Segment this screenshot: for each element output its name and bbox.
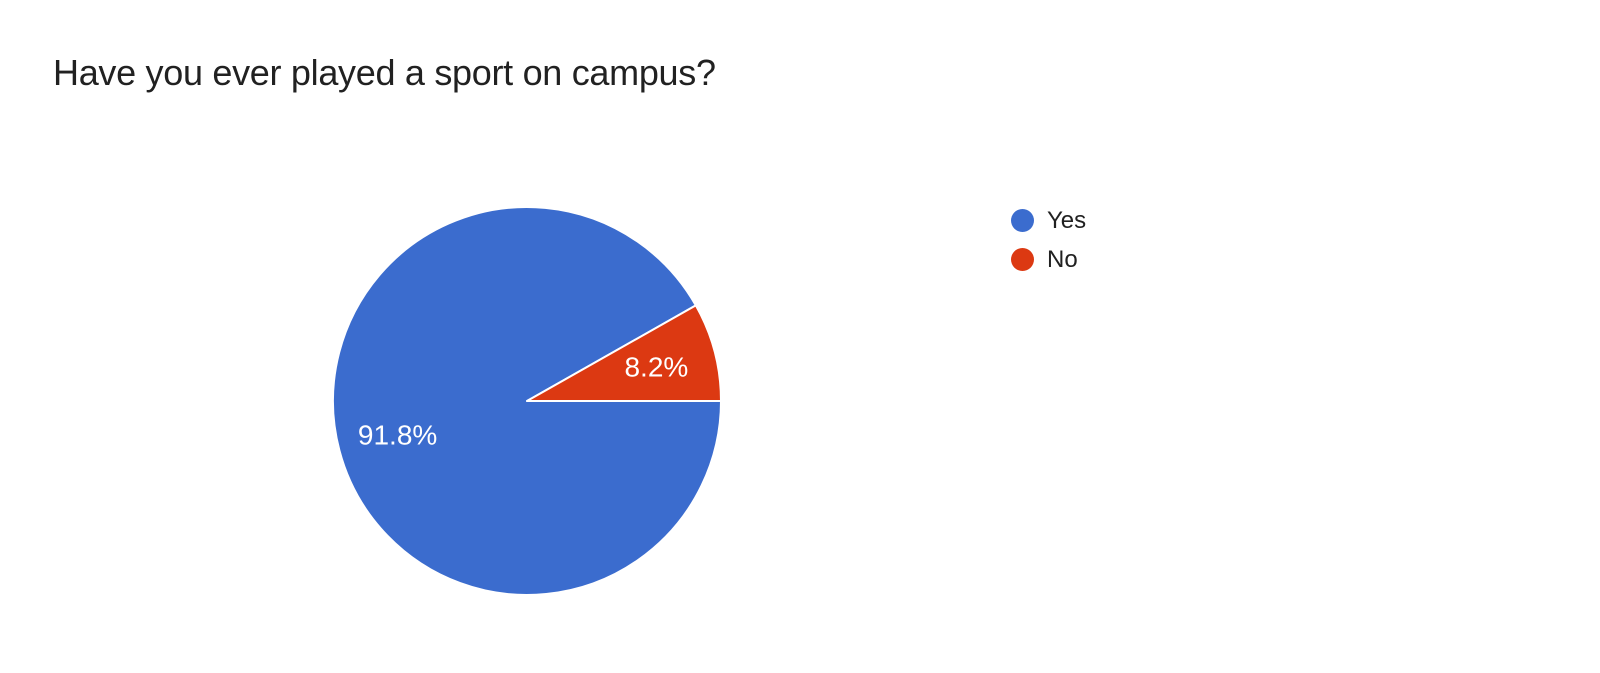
pie-chart-container: 91.8% 8.2% bbox=[331, 205, 723, 597]
pie-slice-label-yes: 91.8% bbox=[358, 420, 437, 451]
legend-label-no: No bbox=[1047, 246, 1078, 273]
legend-swatch-yes-icon bbox=[1011, 209, 1034, 232]
chart-title: Have you ever played a sport on campus? bbox=[53, 52, 716, 93]
chart-legend: Yes No bbox=[1011, 209, 1086, 287]
legend-item-no: No bbox=[1011, 246, 1086, 273]
legend-label-yes: Yes bbox=[1047, 207, 1087, 234]
pie-chart: 91.8% 8.2% bbox=[332, 206, 722, 596]
pie-slice-label-no: 8.2% bbox=[624, 351, 688, 382]
pie-slice-no[interactable] bbox=[526, 304, 722, 402]
legend-item-yes: Yes bbox=[1011, 207, 1087, 234]
legend-swatch-no-icon bbox=[1011, 248, 1034, 271]
